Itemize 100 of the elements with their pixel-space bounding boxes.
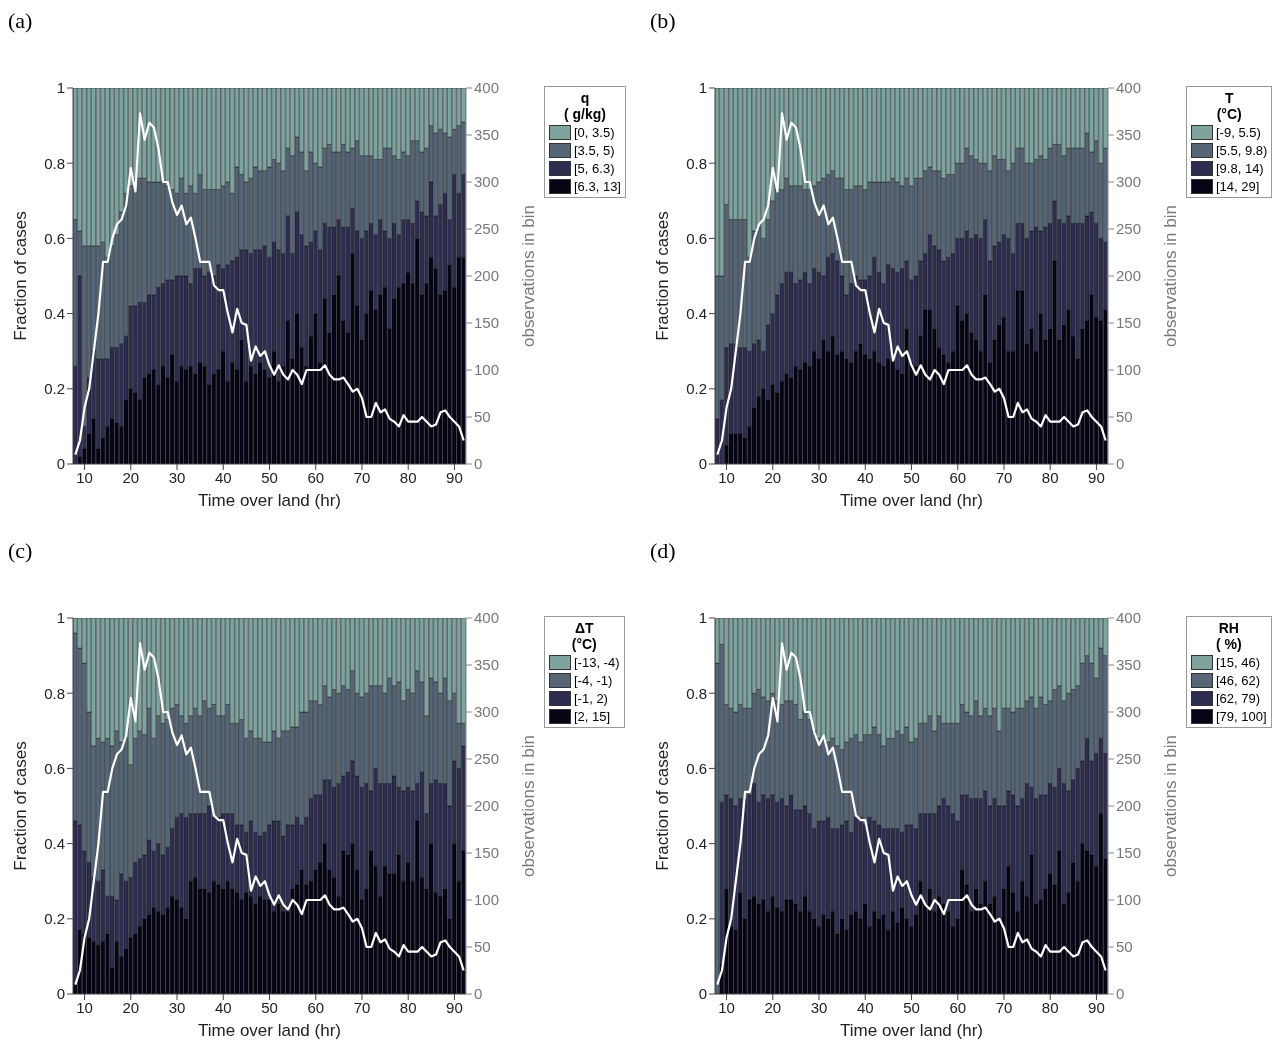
x-tick-label: 60: [949, 468, 967, 486]
x-tick-label: 10: [718, 998, 735, 1016]
x-tick-label: 60: [307, 468, 325, 486]
y-tick-label: 0.8: [686, 154, 707, 172]
y2-tick-label: 0: [474, 455, 483, 473]
x-tick-label: 80: [1041, 998, 1059, 1016]
x-tick-label: 10: [76, 468, 93, 486]
x-tick-label: 90: [1088, 998, 1105, 1016]
legend-label: [46, 62): [1216, 673, 1261, 688]
x-tick-label: 40: [856, 468, 874, 486]
legend-label: [-1, 2): [574, 691, 608, 706]
x-tick-label: 60: [949, 998, 967, 1016]
y-tick-label: 0.6: [686, 229, 707, 247]
line-series: [74, 112, 465, 456]
x-tick-label: 30: [810, 998, 828, 1016]
legend-label: [3.5, 5): [574, 143, 615, 158]
y-tick-label: 0.4: [44, 304, 65, 322]
y2-tick-label: 300: [474, 173, 500, 191]
x-tick-label: 70: [995, 468, 1013, 486]
y2-tick-label: 200: [1116, 267, 1142, 285]
y2-tick-label: 100: [1116, 891, 1142, 909]
legend-label: [0, 3.5): [574, 125, 615, 140]
x-tick-label: 50: [261, 998, 278, 1016]
y-tick-label: 0.4: [686, 304, 707, 322]
legend-label: [62, 79): [1216, 691, 1261, 706]
y-axis-title: Fraction of cases: [11, 741, 31, 871]
y2-tick-label: 250: [474, 750, 500, 768]
x-tick-label: 90: [446, 468, 463, 486]
y2-tick-label: 350: [1116, 656, 1142, 674]
y2-axis-title: observations in bin: [1161, 205, 1181, 347]
y2-tick-label: 150: [1116, 314, 1142, 332]
y-tick-label: 0.4: [44, 834, 65, 852]
y-tick-label: 0: [698, 985, 707, 1003]
y-tick-label: 0: [56, 985, 65, 1003]
y-tick-label: 0: [56, 455, 65, 473]
legend-title: T (°C): [1215, 90, 1243, 122]
line-series: [716, 642, 1107, 986]
y-tick-label: 0.6: [44, 759, 65, 777]
legend-label: [5.5, 9.8): [1216, 143, 1268, 158]
y2-tick-label: 250: [1116, 220, 1142, 238]
legend-label: [9.8, 14): [1216, 161, 1264, 176]
y2-tick-label: 250: [474, 220, 500, 238]
text: [14, 29]: [1216, 179, 1260, 194]
y-tick-label: 0.2: [44, 380, 65, 398]
y2-tick-label: 200: [1116, 797, 1142, 815]
legend-label: [79, 100]: [1216, 709, 1267, 724]
text: [15, 46): [1216, 655, 1261, 670]
y2-tick-label: 150: [474, 844, 500, 862]
x-tick-label: 90: [1088, 468, 1105, 486]
x-tick-label: 30: [168, 468, 186, 486]
x-tick-label: 40: [856, 998, 874, 1016]
y2-tick-label: 100: [474, 891, 500, 909]
x-axis-title: Time over land (hr): [198, 491, 341, 510]
line-series: [74, 642, 465, 986]
y-tick-label: 1: [698, 609, 707, 627]
y2-tick-label: 400: [474, 79, 500, 97]
y2-tick-label: 350: [474, 656, 500, 674]
y2-tick-label: 150: [1116, 844, 1142, 862]
text: (c): [8, 538, 33, 564]
y2-tick-label: 200: [474, 797, 500, 815]
y2-axis-title: observations in bin: [1161, 735, 1181, 877]
legend-label: [5, 6.3): [574, 161, 615, 176]
y-tick-label: 0.6: [44, 229, 65, 247]
y2-tick-label: 0: [1116, 455, 1125, 473]
x-axis-title: Time over land (hr): [840, 1021, 983, 1040]
y2-tick-label: 100: [474, 361, 500, 379]
x-tick-label: 50: [903, 998, 920, 1016]
x-tick-label: 20: [764, 998, 782, 1016]
x-tick-label: 10: [76, 998, 93, 1016]
y2-tick-label: 400: [474, 609, 500, 627]
legend-label: [-9, 5.5): [1216, 125, 1261, 140]
x-axis-title: Time over land (hr): [198, 1021, 341, 1040]
y2-tick-label: 150: [474, 314, 500, 332]
y2-tick-label: 0: [474, 985, 483, 1003]
x-tick-label: 50: [261, 468, 278, 486]
x-tick-label: 70: [995, 998, 1013, 1016]
y-tick-label: 0: [698, 455, 707, 473]
y2-tick-label: 50: [1116, 408, 1133, 426]
x-tick-label: 70: [353, 468, 371, 486]
legend-label: [-13, -4): [574, 655, 620, 670]
y-tick-label: 0.2: [686, 910, 707, 928]
legend-title: ΔT (°C): [570, 620, 598, 652]
x-tick-label: 50: [903, 468, 920, 486]
x-tick-label: 10: [718, 468, 735, 486]
y-tick-label: 0.8: [44, 684, 65, 702]
y-tick-label: 1: [698, 79, 707, 97]
y2-tick-label: 0: [1116, 985, 1125, 1003]
text: (b): [650, 8, 676, 34]
text: (d): [650, 538, 676, 564]
legend-title: RH ( %): [1214, 620, 1243, 652]
y2-tick-label: 250: [1116, 750, 1142, 768]
y2-tick-label: 400: [1116, 79, 1142, 97]
y-tick-label: 0.6: [686, 759, 707, 777]
text: [6.3, 13]: [574, 179, 621, 194]
y2-tick-label: 50: [1116, 938, 1133, 956]
x-tick-label: 70: [353, 998, 371, 1016]
y-tick-label: 0.8: [44, 154, 65, 172]
y-axis-title: Fraction of cases: [11, 211, 31, 341]
x-tick-label: 60: [307, 998, 325, 1016]
y2-tick-label: 100: [1116, 361, 1142, 379]
